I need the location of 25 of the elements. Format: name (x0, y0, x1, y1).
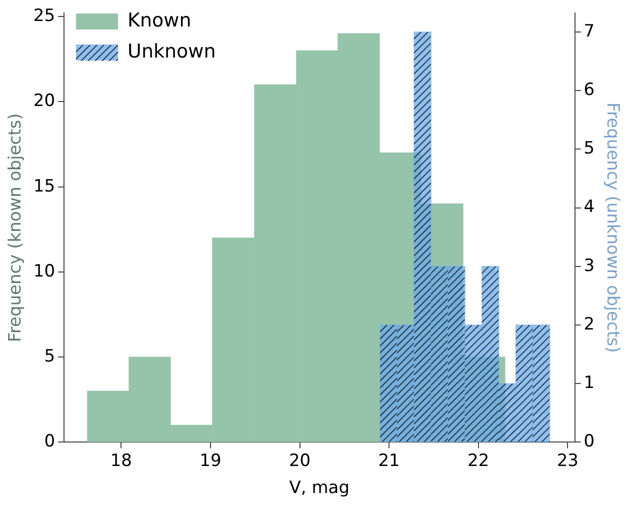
y2-tick-label: 4 (584, 197, 595, 218)
y2-tick-label: 2 (584, 314, 595, 334)
y2-tick-label: 5 (584, 138, 595, 159)
legend-label: Known (128, 9, 192, 32)
y-tick-label: 0 (44, 432, 56, 452)
y-tick-label: 15 (33, 176, 56, 196)
y-tick-label: 25 (33, 6, 56, 26)
y-tick-label: 10 (33, 261, 56, 282)
x-tick-label: 18 (110, 450, 132, 471)
x-tick-label: 20 (288, 450, 311, 471)
y-tick-label: 20 (33, 91, 56, 112)
legend-label: Unknown (128, 40, 216, 62)
x-tick-label: 19 (200, 450, 222, 471)
x-tick-label: 21 (378, 450, 400, 471)
x-axis-title: V, mag (289, 478, 350, 498)
y-tick-label: 5 (44, 346, 56, 367)
x-tick-label: 23 (556, 450, 578, 471)
y2-tick-label: 0 (584, 432, 595, 452)
y2-tick-label: 6 (584, 80, 595, 100)
y2-tick-label: 7 (584, 21, 595, 42)
y-axis-title: Frequency (known objects) (6, 113, 26, 342)
y2-axis-title: Frequency (unknown objects) (602, 102, 622, 353)
y2-tick-label: 3 (584, 256, 595, 276)
x-tick-label: 22 (468, 450, 490, 471)
y2-tick-label: 1 (584, 373, 595, 394)
